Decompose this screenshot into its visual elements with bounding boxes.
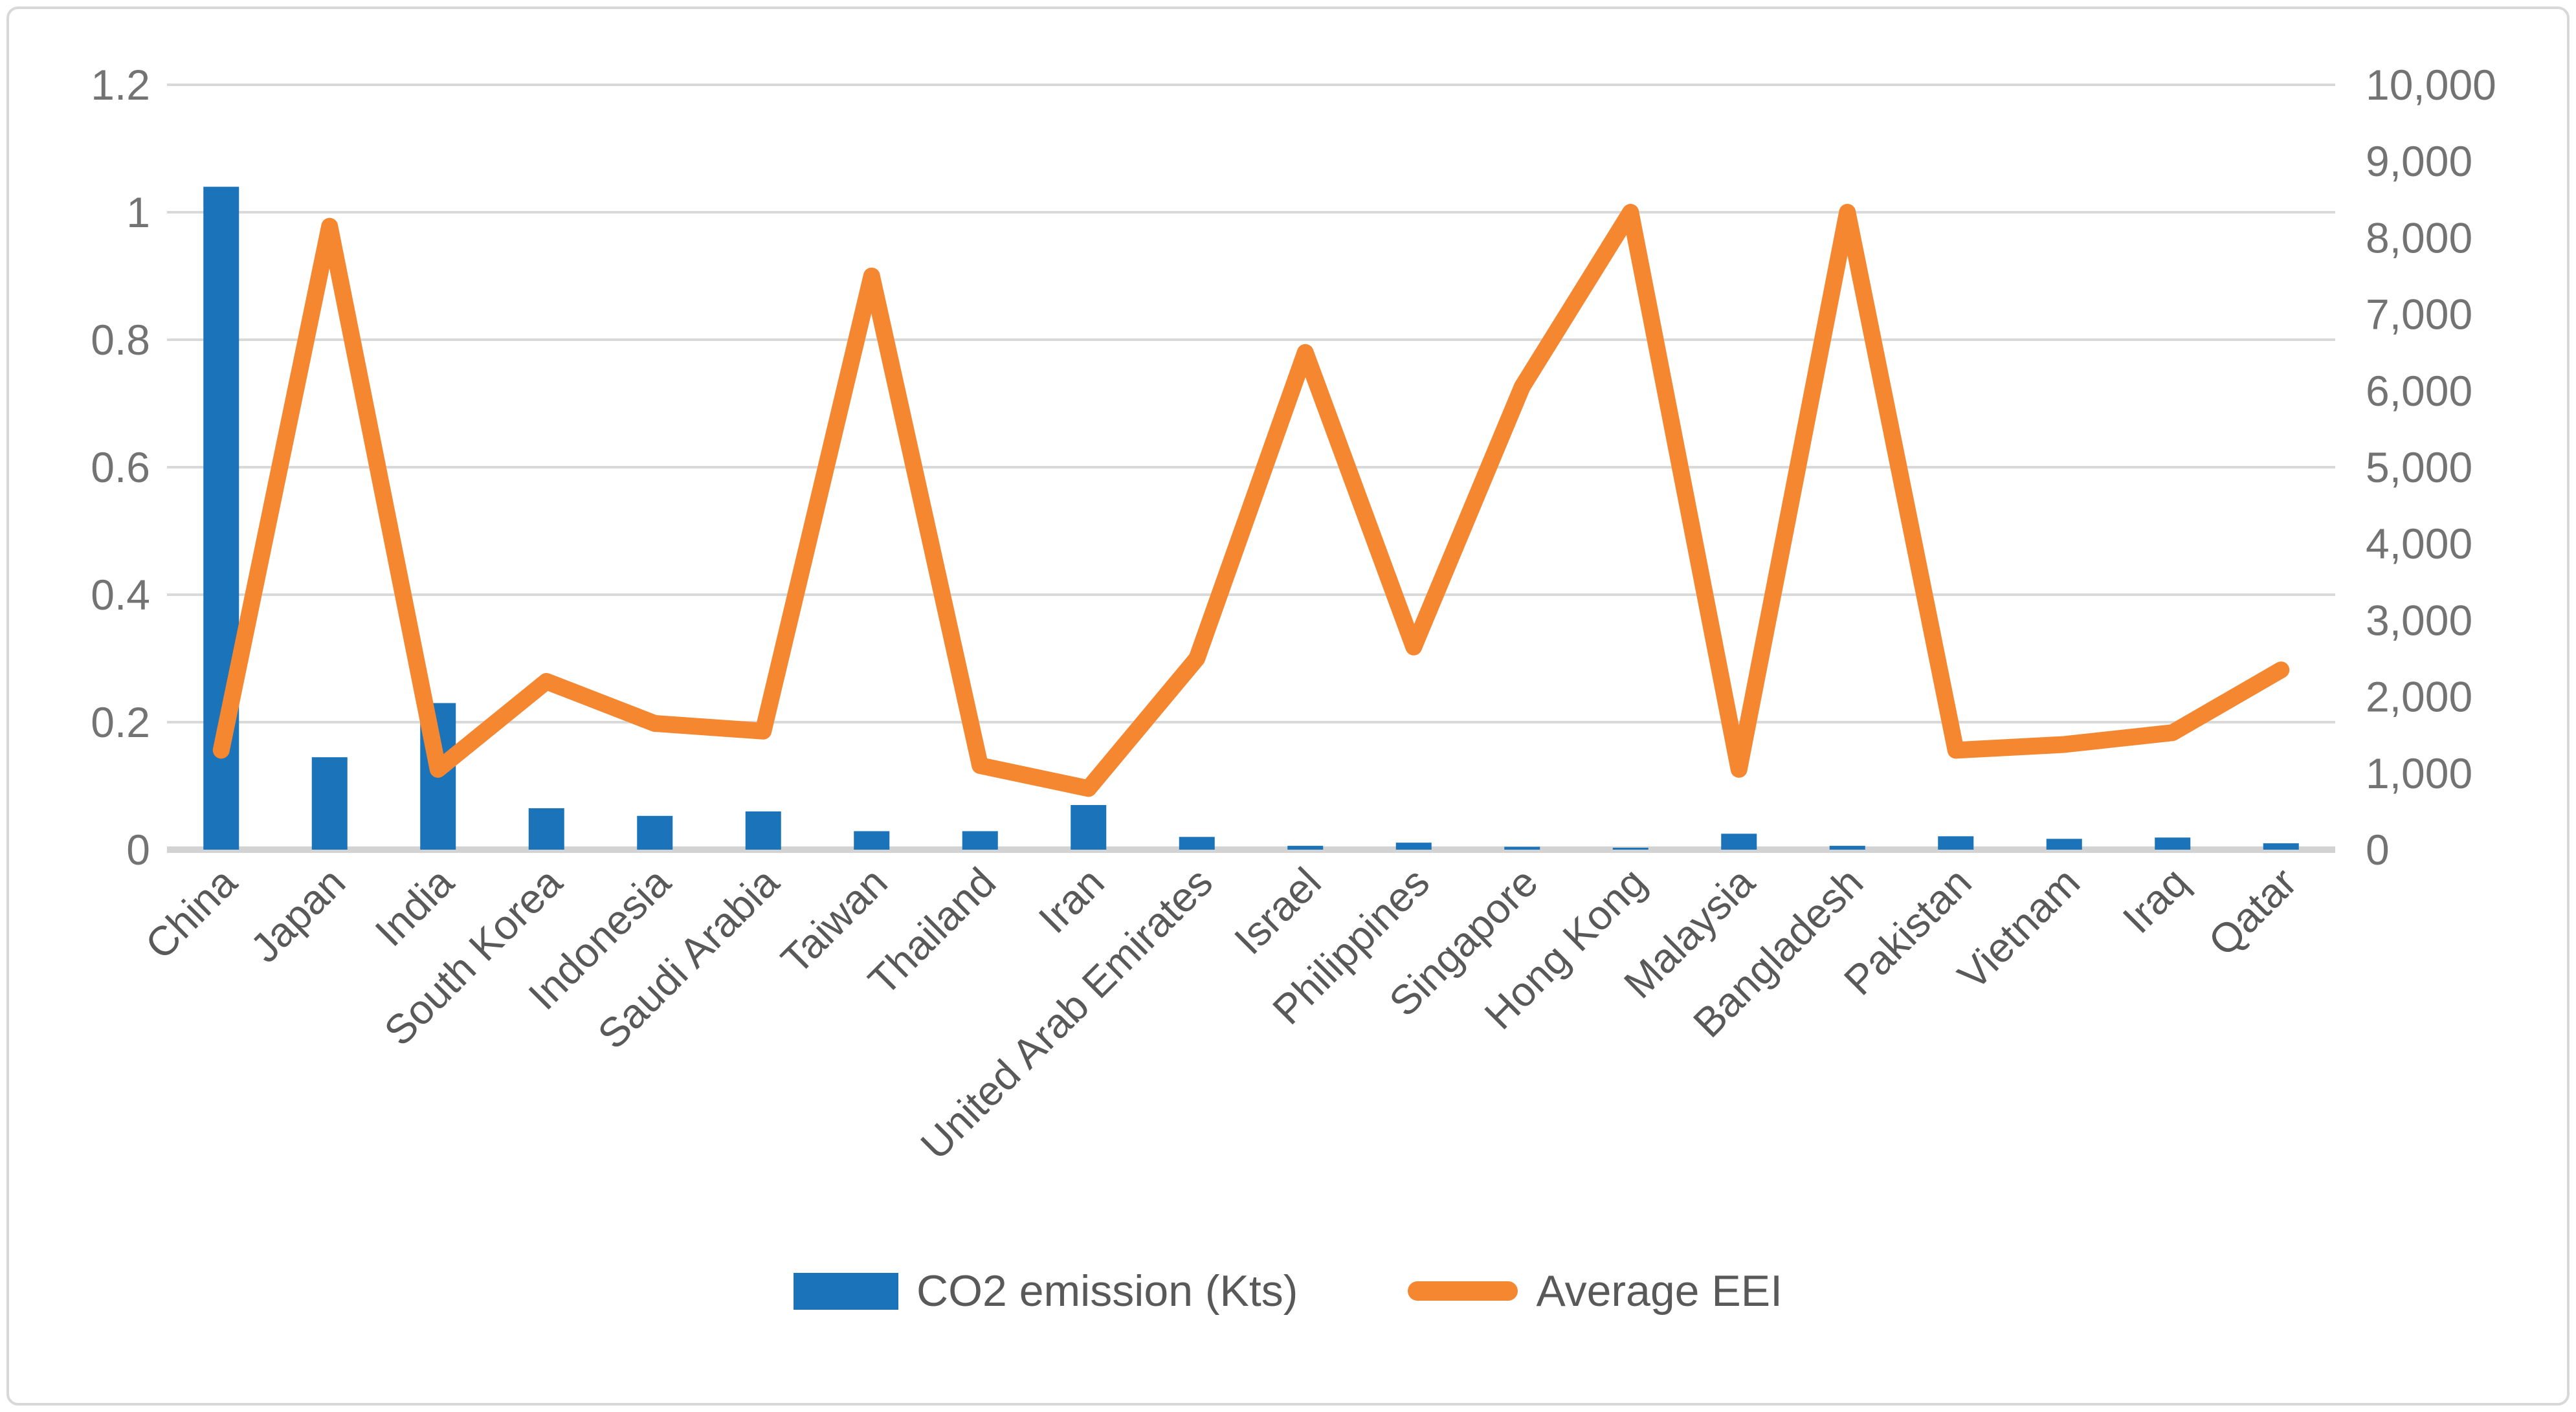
category-label-Qatar: Qatar	[2199, 859, 2305, 965]
right-axis-tick: 6,000	[2366, 367, 2472, 415]
bar-Indonesia	[637, 815, 673, 850]
right-axis-tick: 3,000	[2366, 596, 2472, 644]
bar-Pakistan	[1938, 836, 1974, 850]
bar-Saudi Arabia	[745, 811, 781, 850]
category-label-Japan: Japan	[241, 859, 354, 971]
left-axis-tick: 1	[126, 188, 150, 236]
category-label-Iraq: Iraq	[2114, 859, 2197, 942]
legend-label-co2: CO2 emission (Kts)	[916, 1266, 1298, 1316]
left-axis-tick: 0.6	[91, 443, 150, 491]
line-swatch-icon	[1408, 1281, 1518, 1301]
bar-Japan	[311, 757, 348, 850]
right-axis-tick: 1,000	[2366, 749, 2472, 797]
right-axis-tick: 0	[2366, 826, 2390, 874]
bar-Singapore	[1504, 846, 1540, 850]
bar-Taiwan	[854, 831, 890, 850]
left-axis-tick: 0.8	[91, 316, 150, 364]
legend: CO2 emission (Kts) Average EEI	[0, 1266, 2576, 1316]
category-label-Israel: Israel	[1225, 859, 1330, 964]
bar-South Korea	[528, 808, 564, 850]
right-axis-tick: 7,000	[2366, 291, 2472, 338]
bar-Philippines	[1395, 843, 1432, 850]
legend-item-eei: Average EEI	[1408, 1266, 1782, 1316]
legend-item-co2: CO2 emission (Kts)	[793, 1266, 1298, 1316]
category-label-China: China	[136, 859, 245, 968]
eei-line	[212, 204, 2290, 797]
left-axis-tick: 0.4	[91, 571, 150, 619]
axis-labels: 0 0.2 0.4 0.6 0.8 1 1.2 0 1,000 2,000 3,000 4,000 5,…	[91, 61, 2496, 1169]
legend-label-eei: Average EEI	[1536, 1266, 1782, 1316]
right-axis-tick: 5,000	[2366, 443, 2472, 491]
bar-Vietnam	[2046, 839, 2082, 850]
right-axis-tick: 2,000	[2366, 673, 2472, 721]
left-axis-tick: 0	[126, 826, 150, 874]
bar-Bangladesh	[1829, 846, 1865, 850]
bar-Malaysia	[1721, 833, 1757, 850]
right-axis-tick: 8,000	[2366, 214, 2472, 261]
right-axis-tick: 4,000	[2366, 520, 2472, 568]
bar-Israel	[1287, 846, 1324, 850]
gridlines	[167, 83, 2335, 853]
bar-United Arab Emirates	[1179, 837, 1215, 850]
line-series	[212, 204, 2290, 797]
left-axis-tick: 0.2	[91, 698, 150, 746]
category-label-India: India	[366, 859, 463, 955]
bar-Hong Kong	[1612, 848, 1649, 850]
bar-Thailand	[962, 831, 998, 850]
right-axis-tick: 10,000	[2366, 61, 2496, 109]
bar-Iran	[1071, 805, 1107, 850]
left-axis-tick: 1.2	[91, 61, 150, 109]
category-label-Iran: Iran	[1030, 859, 1113, 942]
category-label-Vietnam: Vietnam	[1949, 859, 2089, 998]
bar-Iraq	[2155, 837, 2191, 850]
bar-Qatar	[2263, 843, 2299, 850]
bar-swatch-icon	[793, 1272, 898, 1310]
right-axis-tick: 9,000	[2366, 137, 2472, 185]
